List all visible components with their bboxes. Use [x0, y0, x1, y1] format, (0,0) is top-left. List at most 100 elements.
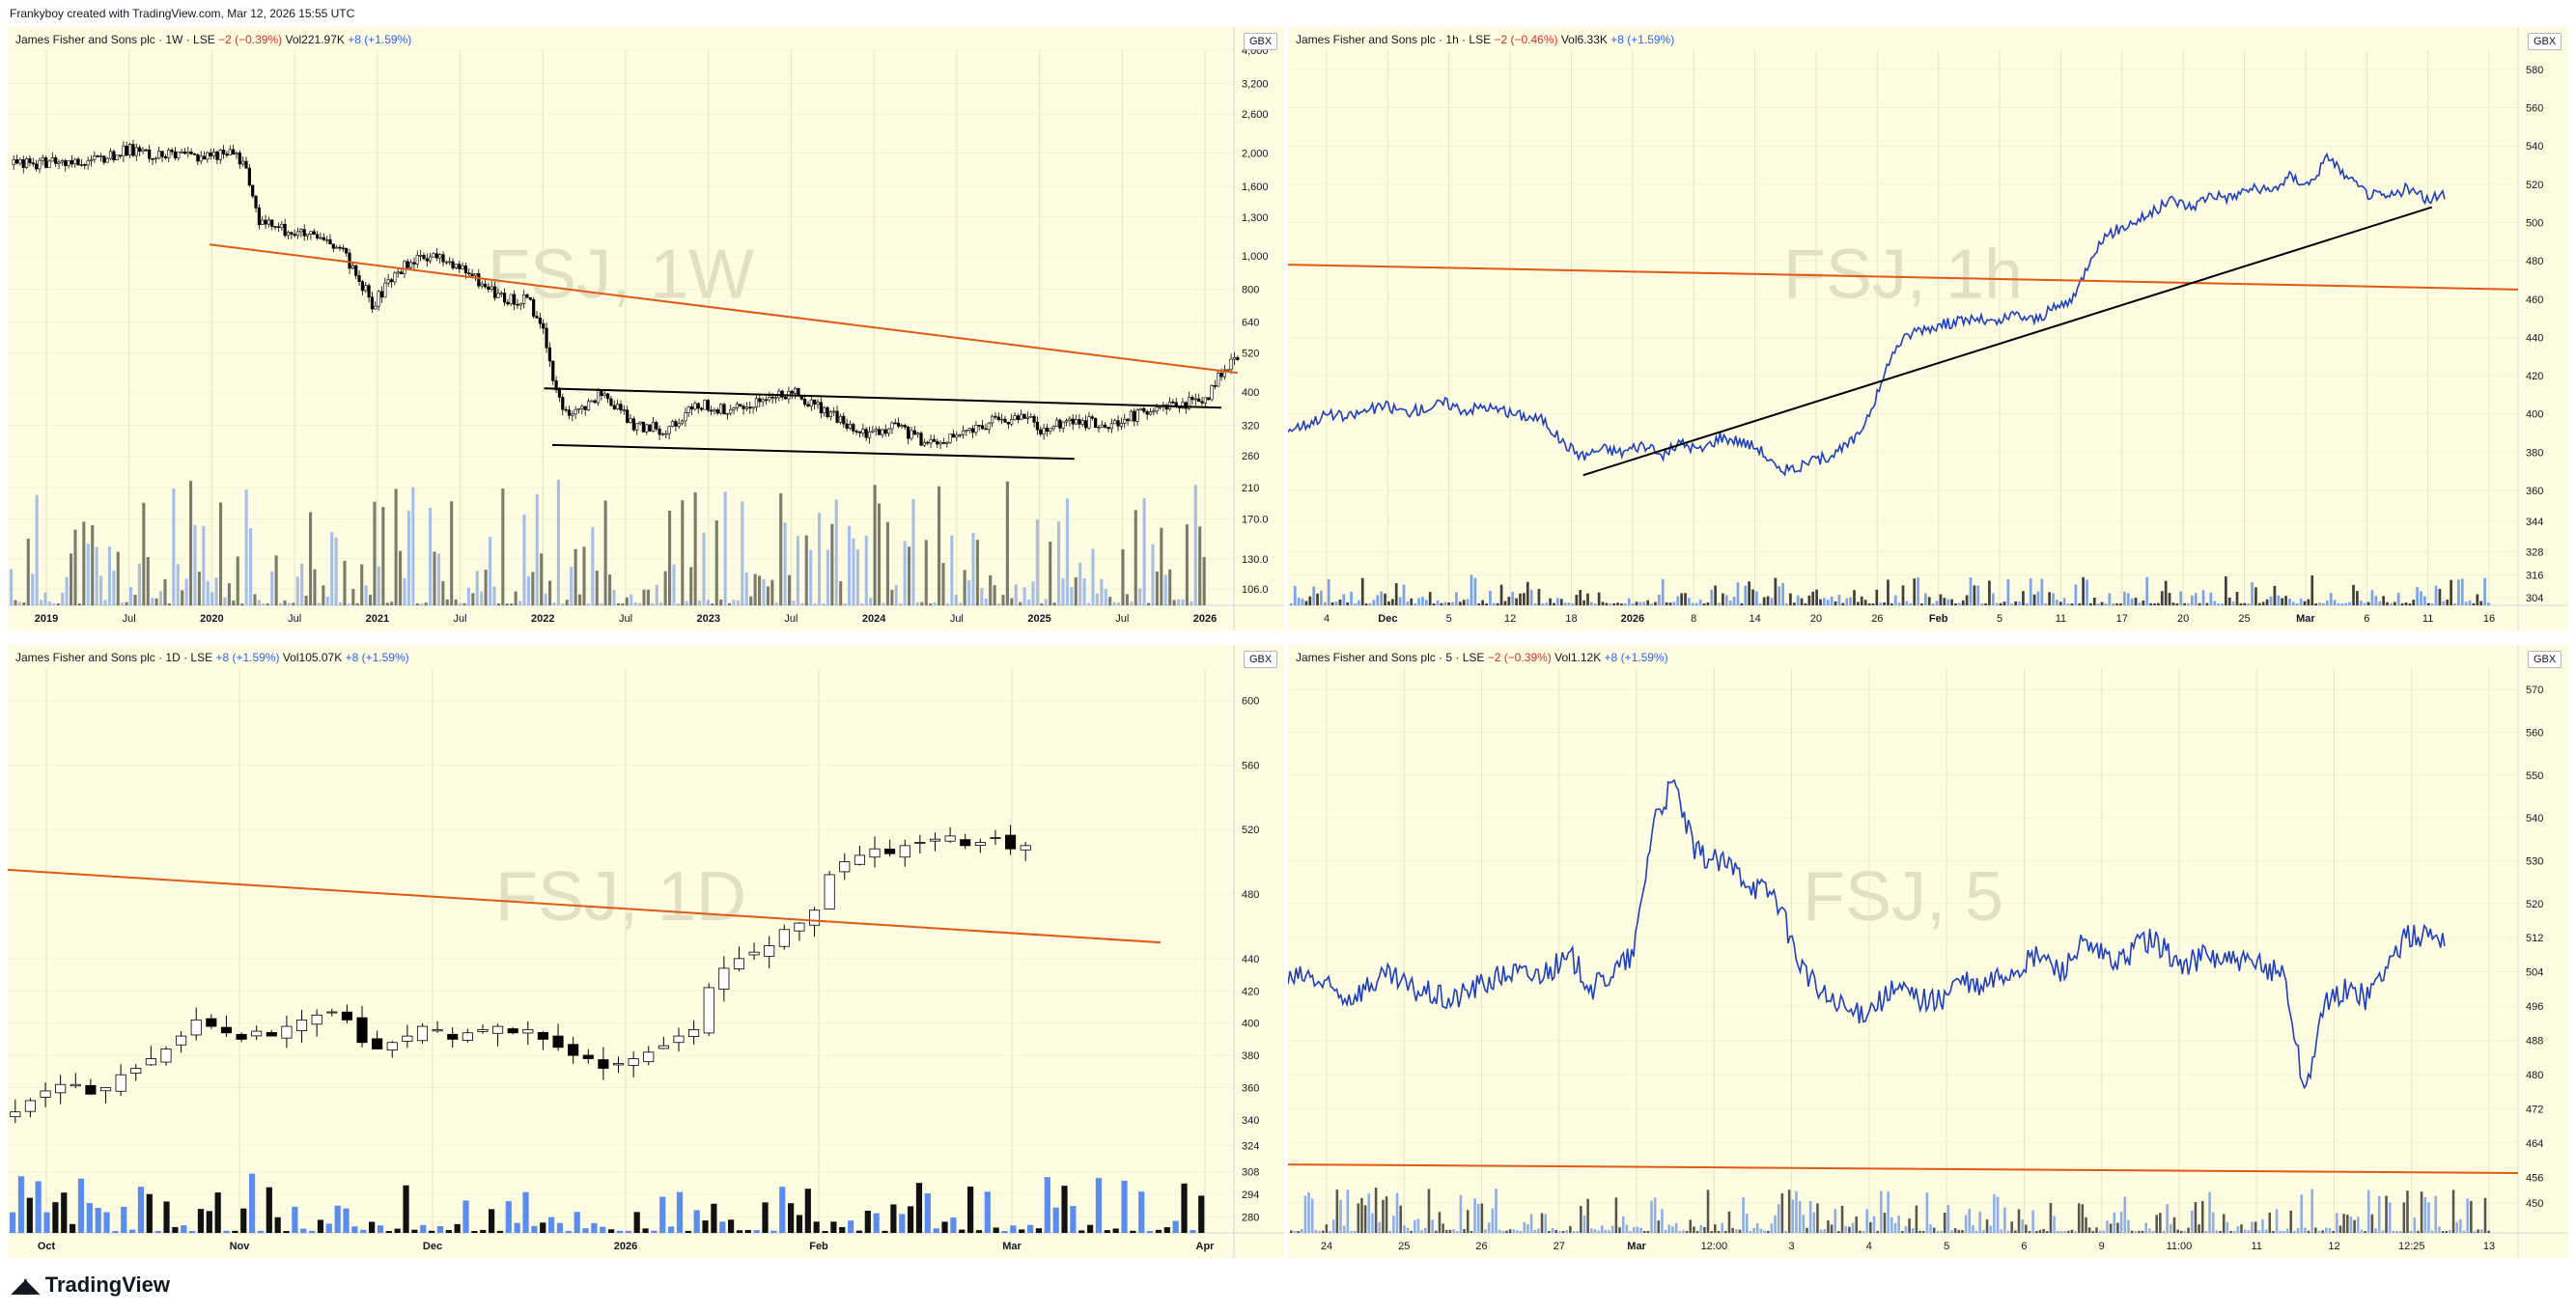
candle-body: [105, 157, 109, 163]
candle-body: [593, 400, 597, 404]
candle-body: [325, 238, 329, 241]
hourly-chart-panel[interactable]: James Fisher and Sons plc · 1h · LSE −2 …: [1288, 27, 2568, 630]
candle-body: [31, 162, 35, 165]
volume-bar: [1635, 602, 1638, 605]
volume-bar: [510, 602, 514, 605]
volume-bar: [625, 1230, 631, 1233]
volume-bar: [655, 584, 658, 605]
volume-bar: [2455, 1221, 2458, 1233]
candle-body: [970, 428, 975, 434]
volume-bar: [1459, 1194, 1463, 1233]
volume-bar: [908, 1206, 914, 1233]
candle-body: [1068, 418, 1072, 421]
candle-body: [1097, 427, 1101, 429]
volume-bar: [2251, 1221, 2254, 1233]
volume-bar: [2459, 1218, 2462, 1233]
candle-body: [305, 234, 310, 237]
x-tick-label: Mar: [1002, 1241, 1022, 1252]
volume-bar: [1044, 599, 1048, 605]
candle-body: [974, 842, 986, 847]
volume-bar: [2457, 579, 2460, 605]
volume-bar: [1537, 589, 1541, 605]
candle-body: [596, 390, 601, 404]
candle-body: [1222, 369, 1227, 378]
x-tick-label: 24: [1321, 1241, 1332, 1252]
volume-bar: [462, 602, 466, 605]
volume-bar: [899, 1214, 906, 1233]
x-tick-label: 14: [1749, 613, 1760, 625]
volume-bar: [1936, 1230, 1940, 1233]
volume-bar: [1620, 602, 1623, 605]
candle-body: [99, 1087, 112, 1092]
five-min-currency-badge[interactable]: GBX: [2528, 651, 2562, 668]
candle-body: [602, 393, 606, 397]
volume-bar: [1961, 600, 1965, 605]
candle-body: [182, 151, 187, 154]
volume-bar: [1130, 602, 1134, 605]
volume-bar: [2254, 1221, 2257, 1233]
volume-bar: [1420, 1230, 1423, 1233]
volume-bar: [202, 525, 206, 605]
daily-currency-badge[interactable]: GBX: [1244, 651, 1278, 668]
candle-body: [379, 291, 384, 298]
candle-body: [18, 159, 22, 164]
candle-body: [899, 845, 910, 858]
five-min-chart-panel[interactable]: James Fisher and Sons plc · 5 · LSE −2 (…: [1288, 645, 2568, 1258]
x-tick-label: 12:25: [2398, 1241, 2425, 1252]
hourly-currency-badge[interactable]: GBX: [2528, 33, 2562, 50]
volume-bar: [1710, 1230, 1713, 1233]
volume-bar: [1742, 1197, 1745, 1233]
volume-bar: [1432, 602, 1436, 605]
tradingview-footer[interactable]: ◢◣ TradingView: [12, 1273, 170, 1298]
weekly-chart-panel[interactable]: James Fisher and Sons plc · 1W · LSE −2 …: [8, 27, 1284, 630]
candle-body: [1123, 418, 1127, 424]
y-tick-label: 488: [2526, 1036, 2543, 1048]
volume-bar: [882, 602, 885, 605]
candle-body: [914, 842, 926, 844]
candle-body: [21, 159, 25, 168]
volume-bar: [531, 1225, 538, 1233]
daily-chart-panel[interactable]: James Fisher and Sons plc · 1D · LSE +8 …: [8, 645, 1284, 1258]
candle-body: [1049, 428, 1052, 433]
daily-vol-change: +8 (+1.59%): [345, 651, 409, 664]
x-tick-label: 3: [1789, 1241, 1795, 1252]
volume-bar: [1732, 597, 1736, 605]
volume-bar: [1876, 1230, 1879, 1233]
candle-body: [345, 248, 349, 254]
candle-body: [438, 254, 442, 259]
candle-body: [1197, 398, 1201, 403]
volume-bar: [578, 594, 582, 605]
volume-bar: [2261, 602, 2265, 605]
volume-bar: [450, 501, 454, 605]
black-trendline: [544, 387, 1221, 409]
volume-bar: [496, 1230, 504, 1233]
y-tick-label: 308: [1242, 1166, 1259, 1178]
volume-bar: [2396, 593, 2400, 605]
y-tick-label: 440: [2526, 332, 2543, 344]
volume-bar: [1796, 595, 1800, 605]
volume-bar: [2205, 602, 2209, 605]
candle-body: [538, 317, 542, 324]
candle-body: [341, 1011, 352, 1021]
weekly-currency-badge[interactable]: GBX: [1244, 33, 1278, 50]
daily-chart-title: James Fisher and Sons plc · 1D · LSE +8 …: [15, 651, 409, 664]
candle-body: [377, 291, 380, 307]
volume-bar: [309, 1230, 316, 1233]
volume-bar: [1608, 1230, 1610, 1233]
candle-body: [60, 160, 64, 163]
orange-trendline: [8, 868, 1161, 944]
candle-body: [903, 425, 907, 428]
candle-body: [295, 1019, 308, 1031]
candle-body: [564, 408, 568, 411]
candle-body: [261, 219, 265, 225]
candle-body: [1087, 416, 1091, 429]
volume-bar: [1473, 577, 1477, 605]
candle-body: [232, 149, 236, 155]
volume-bar: [1706, 1189, 1710, 1233]
candle-body: [641, 421, 645, 433]
volume-bar: [325, 596, 329, 605]
volume-bar: [1019, 602, 1022, 605]
daily-change: +8 (+1.59%): [215, 651, 280, 664]
volume-bar: [1335, 1189, 1339, 1233]
volume-bar: [659, 1196, 666, 1233]
